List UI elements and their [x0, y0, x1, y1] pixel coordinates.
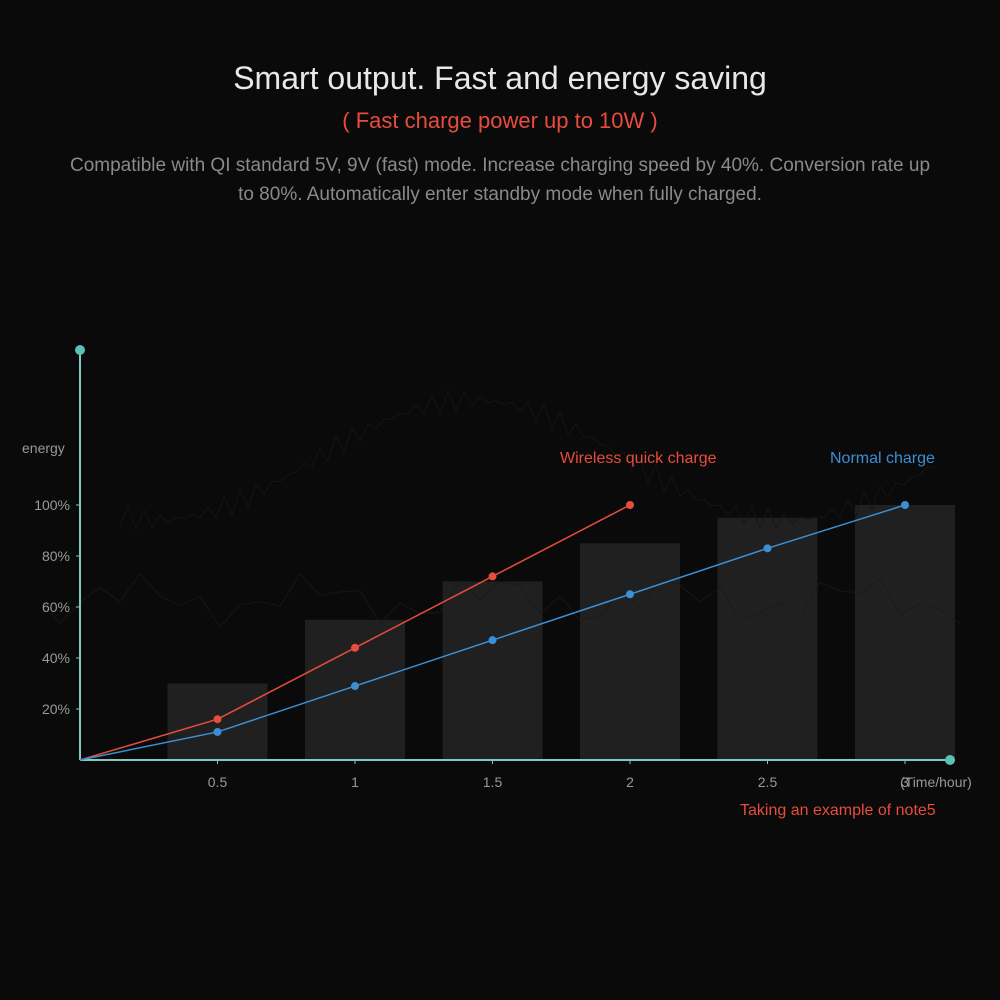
page-description: Compatible with QI standard 5V, 9V (fast… [60, 152, 940, 209]
chart-area: energy (Time/hour) Wireless quick charge… [0, 340, 1000, 840]
x-tick-label: 3 [885, 774, 925, 790]
x-tick-label: 0.5 [198, 774, 238, 790]
y-tick-label: 100% [30, 497, 70, 513]
y-tick-label: 60% [30, 599, 70, 615]
y-axis-title: energy [22, 440, 65, 456]
chart-footnote: Taking an example of note5 [740, 802, 936, 820]
page-root: Smart output. Fast and energy saving ( F… [0, 0, 1000, 1000]
page-title: Smart output. Fast and energy saving [0, 60, 1000, 97]
page-subtitle: ( Fast charge power up to 10W ) [0, 108, 1000, 134]
x-tick-label: 1.5 [473, 774, 513, 790]
y-tick-label: 40% [30, 650, 70, 666]
x-tick-label: 1 [335, 774, 375, 790]
x-tick-label: 2.5 [748, 774, 788, 790]
y-tick-label: 20% [30, 701, 70, 717]
chart-svg [0, 340, 1000, 840]
x-tick-label: 2 [610, 774, 650, 790]
y-tick-label: 80% [30, 548, 70, 564]
legend-item: Wireless quick charge [560, 450, 717, 468]
legend-item: Normal charge [830, 450, 935, 468]
